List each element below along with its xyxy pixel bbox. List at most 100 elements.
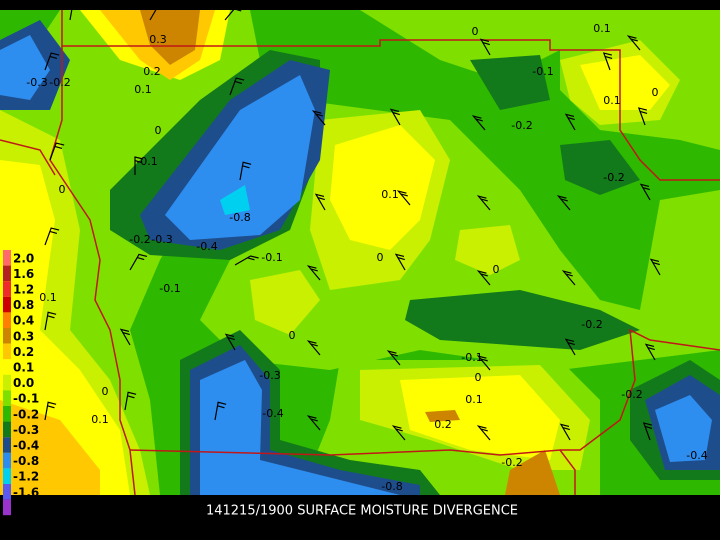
legend-swatch (3, 484, 11, 500)
legend-swatch (3, 328, 11, 344)
field-region (140, 10, 200, 65)
contour-label: 0.2 (143, 65, 161, 78)
legend: 2.0 1.6 1.20.8 0.40.3 0.2 0.10.0 -0.1-0.2 -0.3 -… (3, 250, 39, 516)
wind-barb (124, 391, 137, 411)
wind-barb (234, 255, 259, 266)
wind-barb (626, 35, 641, 51)
contour-label: 0 (493, 263, 500, 276)
wind-barb (639, 183, 651, 201)
wind-barb (311, 110, 326, 126)
wind-barb (229, 77, 245, 96)
contour-label: 0 (59, 183, 66, 196)
contour-label: -0.8 (381, 480, 402, 493)
legend-swatch (3, 281, 11, 297)
legend-swatch (3, 437, 11, 453)
contour-label: 0.1 (603, 94, 621, 107)
contour-label: 0.1 (381, 188, 399, 201)
contour-labels: 0.30.20.10-0.3 -0.2-0.10-0.2 -0.3-0.4-0.80… (26, 22, 707, 493)
legend-label: -0.8 (13, 454, 39, 468)
wind-barb (49, 142, 65, 161)
contour-label: -0.2 (129, 233, 150, 246)
contour-label: -0.3 (259, 369, 280, 382)
contour-label: -0.4 (196, 240, 217, 253)
wind-barb (44, 311, 57, 331)
field-region (505, 450, 560, 495)
wind-barb (649, 258, 661, 276)
wind-barb (637, 107, 648, 126)
field-region (200, 360, 400, 495)
wind-barb (394, 253, 406, 271)
legend-label: -2.0 (13, 501, 39, 515)
contour-label: 0.1 (39, 291, 57, 304)
legend-label: -1.2 (13, 470, 39, 484)
wind-barb (556, 195, 571, 211)
contour-label: -0.8 (229, 211, 250, 224)
wind-barb (306, 415, 321, 431)
contour-label: -0.4 (262, 407, 283, 420)
legend-label: 0.0 (13, 376, 34, 390)
legend-swatch (3, 468, 11, 484)
contour-label: 0 (289, 329, 296, 342)
wind-barb (389, 108, 401, 126)
field-region (0, 400, 100, 495)
wind-barb (476, 195, 491, 211)
field-region (405, 290, 640, 350)
legend-label: 0.1 (13, 361, 34, 375)
legend-swatch (3, 343, 11, 360)
legend-label: 1.6 (13, 267, 34, 281)
contour-label: -0.1 (461, 351, 482, 364)
contour-label: 0 (377, 251, 384, 264)
legend-label: 0.8 (13, 298, 34, 312)
wind-barb (476, 270, 491, 286)
legend-swatch (3, 265, 11, 282)
map-field (0, 1, 720, 496)
legend-swatch (3, 390, 11, 406)
wind-barb (214, 401, 227, 421)
contour-label: -0.2 (603, 171, 624, 184)
wind-barb (69, 1, 82, 21)
contour-label: -0.1 (261, 251, 282, 264)
legend-label: -1.6 (13, 485, 39, 499)
wind-barb (306, 340, 321, 356)
state-border (0, 139, 56, 176)
field-region (455, 225, 520, 275)
field-region (0, 35, 50, 100)
legend-swatch (3, 296, 11, 313)
contour-label: -0.2 (501, 456, 522, 469)
legend-label: 2.0 (13, 251, 34, 265)
legend-label: 0.3 (13, 329, 34, 343)
contour-label: 0.3 (149, 33, 167, 46)
field-region (220, 185, 250, 215)
legend-label: -0.2 (13, 407, 39, 421)
wind-barb (119, 328, 131, 346)
wind-barb (391, 425, 406, 441)
state-border (560, 328, 720, 451)
legend-label: -0.3 (13, 423, 39, 437)
contour-label: 0 (102, 385, 109, 398)
field-region (330, 125, 435, 250)
wind-barb (476, 355, 491, 371)
contour-label: -0.1 (159, 282, 180, 295)
wind-barb (44, 401, 57, 421)
wind-barb (561, 270, 576, 286)
field-region (470, 55, 550, 110)
wind-barb (314, 193, 326, 211)
field-region (655, 395, 712, 462)
contour-label: -0.2 (581, 318, 602, 331)
wind-barb (44, 52, 60, 71)
field-region (580, 55, 670, 110)
contour-label: 0 (652, 86, 659, 99)
map-title: 141215/1900 SURFACE MOISTURE DIVERGENCE (206, 504, 518, 519)
contour-label: -0.2 (511, 119, 532, 132)
contour-label: -0.4 (686, 449, 707, 462)
state-border (61, 10, 720, 181)
field-region (250, 270, 320, 335)
wind-barb (149, 3, 168, 21)
wind-barb (239, 161, 252, 181)
wind-barb (224, 5, 245, 21)
contour-label: -0.3 (151, 233, 172, 246)
wind-barbs (44, 1, 661, 441)
legend-label: 1.2 (13, 283, 34, 297)
state-border (49, 46, 136, 496)
